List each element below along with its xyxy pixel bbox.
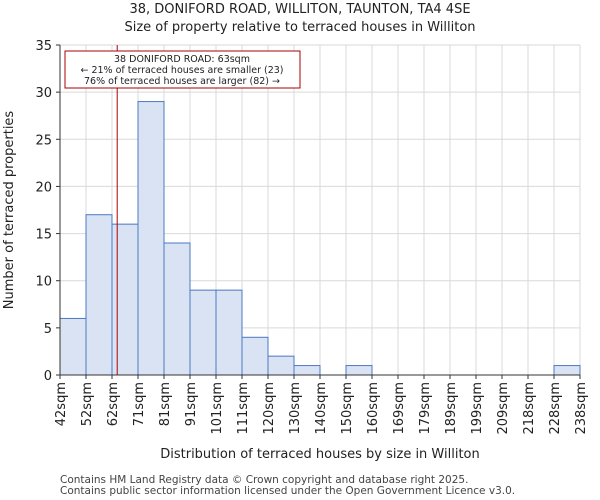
y-tick-label: 0 — [44, 369, 52, 384]
grid-lines — [59, 44, 581, 376]
x-tick-label: 218sqm — [522, 382, 537, 435]
footer-line-2: Contains public sector information licen… — [60, 485, 516, 497]
bar — [189, 289, 217, 376]
annotation-line-3: 76% of terraced houses are larger (82) → — [84, 76, 280, 87]
bar — [85, 214, 113, 376]
y-tick-label: 35 — [35, 39, 52, 54]
y-tick-labels: 0 5 10 15 20 25 30 35 — [35, 39, 60, 384]
y-axis-label: Number of terraced properties — [2, 111, 17, 310]
footer-line-1: Contains HM Land Registry data © Crown c… — [60, 474, 469, 486]
bar — [241, 336, 269, 376]
x-tick-label: 209sqm — [496, 382, 511, 435]
x-tick-label: 101sqm — [210, 382, 225, 435]
annotation-border — [64, 50, 301, 89]
x-tick-label: 169sqm — [392, 382, 407, 435]
x-tick-label: 81sqm — [158, 382, 173, 426]
annotation-box: 38 DONIFORD ROAD: 63sqm ← 21% of terrace… — [64, 50, 301, 89]
y-tick-label: 15 — [35, 228, 52, 243]
x-tick-labels: 42sqm 52sqm 62sqm 71sqm 81sqm 91sqm 101sqm 111s… — [54, 375, 589, 435]
bar — [345, 365, 373, 376]
x-tick-label: 238sqm — [574, 382, 589, 435]
x-tick-label: 130sqm — [288, 382, 303, 435]
x-tick-label: 120sqm — [262, 382, 277, 435]
chart-title: 38, DONIFORD ROAD, WILLITON, TAUNTON, TA… — [129, 2, 471, 17]
bar — [137, 101, 165, 376]
bar — [163, 242, 191, 376]
bars — [59, 101, 581, 376]
y-tick-label: 10 — [35, 275, 52, 290]
x-tick-label: 140sqm — [314, 382, 329, 435]
x-tick-label: 228sqm — [548, 382, 563, 435]
x-tick-label: 111sqm — [236, 382, 251, 435]
bar — [215, 289, 243, 376]
annotation-line-2: ← 21% of terraced houses are smaller (23… — [80, 65, 283, 76]
annotation-line-1: 38 DONIFORD ROAD: 63sqm — [114, 54, 250, 65]
bar — [267, 355, 295, 376]
y-tick-label: 20 — [35, 180, 52, 195]
bar — [553, 365, 581, 376]
chart-subtitle: Size of property relative to terraced ho… — [124, 20, 476, 35]
x-tick-label: 52sqm — [80, 382, 95, 426]
x-tick-label: 71sqm — [132, 382, 147, 426]
x-tick-label: 42sqm — [54, 382, 69, 426]
x-tick-label: 189sqm — [444, 382, 459, 435]
x-axis-label: Distribution of terraced houses by size … — [160, 447, 480, 462]
x-tick-label: 150sqm — [340, 382, 355, 435]
x-tick-label: 160sqm — [366, 382, 381, 435]
bar — [111, 223, 139, 376]
x-tick-label: 199sqm — [470, 382, 485, 435]
bar — [59, 317, 87, 376]
bar — [293, 365, 321, 376]
y-tick-label: 5 — [44, 322, 52, 337]
x-tick-label: 91sqm — [184, 382, 199, 426]
y-tick-label: 25 — [35, 133, 52, 148]
y-tick-label: 30 — [35, 86, 52, 101]
x-tick-label: 179sqm — [418, 382, 433, 435]
x-tick-label: 62sqm — [106, 382, 121, 426]
